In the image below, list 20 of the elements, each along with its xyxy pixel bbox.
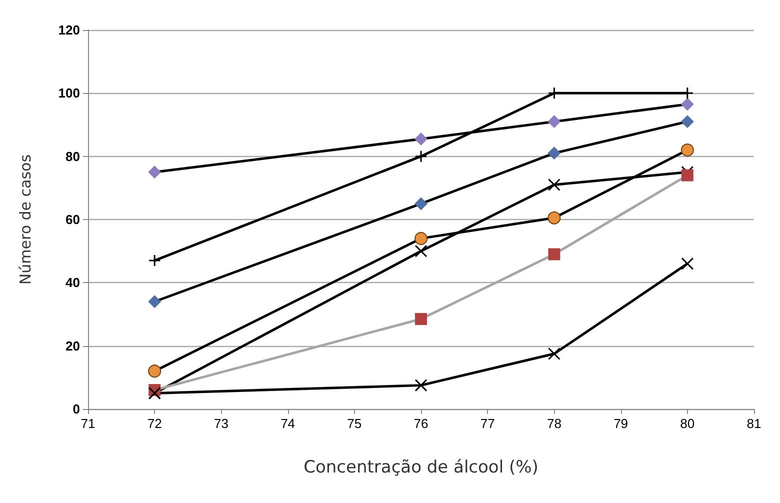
x-axis-title: Concentração de álcool (%)	[304, 458, 538, 478]
x-tick-label: 81	[746, 416, 762, 431]
y-tick-label: 60	[66, 212, 80, 227]
x-tick-label: 76	[414, 416, 428, 431]
y-axis-title: Número de casos	[16, 154, 34, 285]
x-tick-label: 71	[80, 416, 96, 431]
y-tick-label: 40	[66, 275, 80, 290]
x-tick-label: 79	[614, 416, 628, 431]
y-tick-label: 0	[72, 402, 80, 416]
x-tick-label: 78	[546, 416, 562, 431]
x-tick-label: 75	[347, 416, 362, 431]
y-tick-label: 120	[58, 22, 80, 38]
y-tick-label: 100	[58, 86, 80, 101]
x-tick-label: 73	[214, 416, 228, 431]
y-tick-label: 20	[66, 338, 80, 354]
x-tick-label: 80	[680, 416, 695, 431]
y-tick-label: 80	[66, 148, 80, 164]
x-tick-label: 72	[147, 416, 162, 431]
x-tick-label: 74	[280, 416, 296, 431]
x-tick-label: 77	[480, 416, 495, 431]
